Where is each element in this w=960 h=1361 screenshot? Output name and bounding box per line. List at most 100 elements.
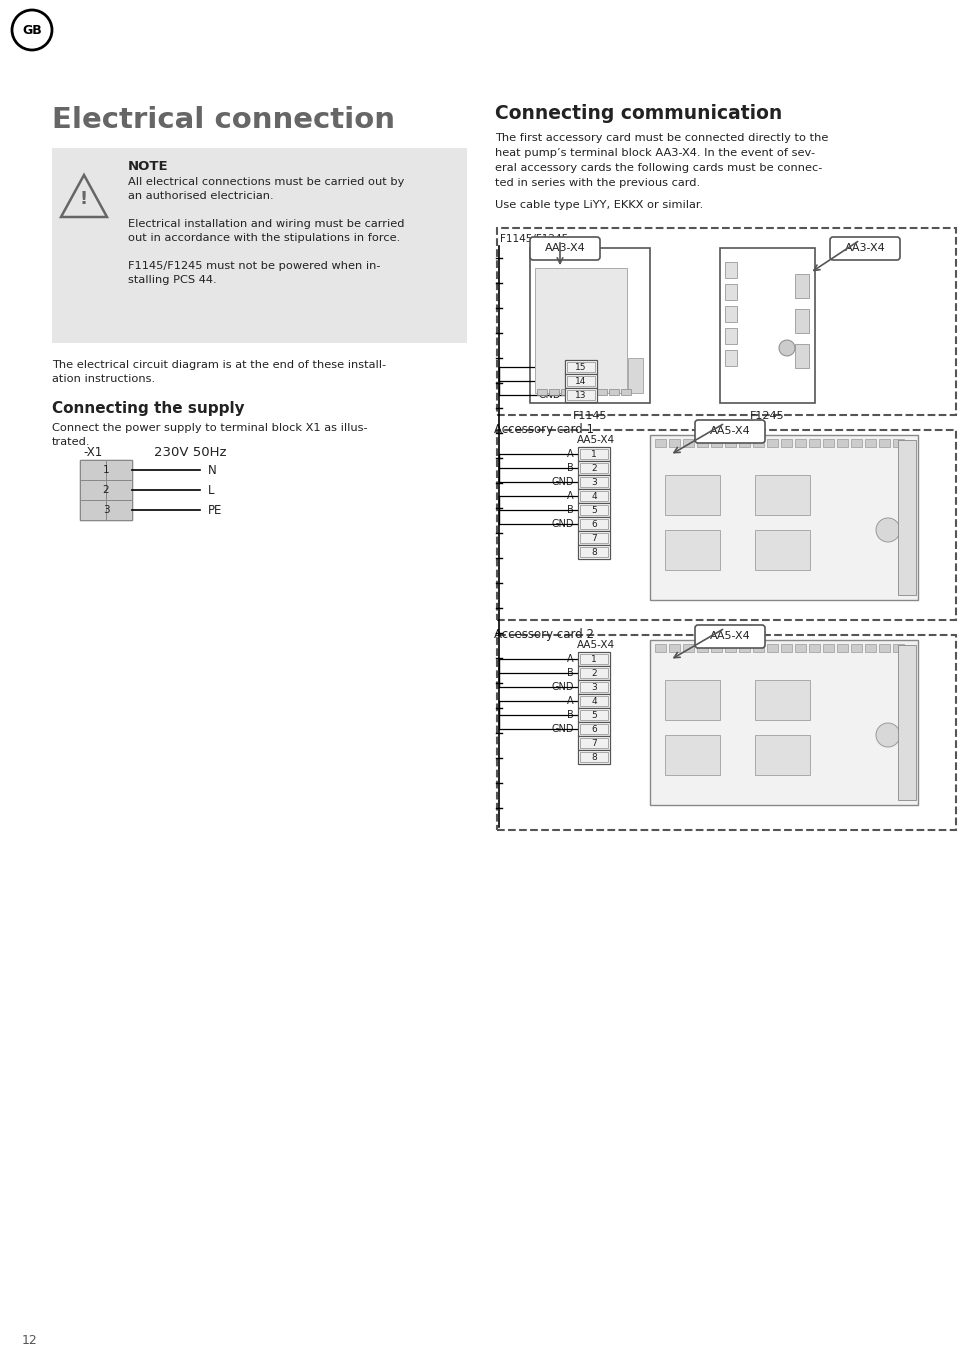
Text: GND: GND [551, 476, 574, 487]
Text: AA3-X4: AA3-X4 [562, 348, 600, 358]
Text: 8: 8 [591, 547, 597, 557]
Bar [865, 644, 876, 652]
Bar [578, 504, 610, 517]
Text: 3: 3 [591, 478, 597, 486]
Text: 7: 7 [591, 534, 597, 543]
Text: 4: 4 [591, 697, 597, 705]
Text: ted in series with the previous card.: ted in series with the previous card. [495, 178, 700, 188]
Bar [665, 529, 720, 570]
Bar [823, 440, 834, 446]
Text: trated.: trated. [52, 437, 90, 446]
Text: GND: GND [539, 391, 561, 400]
Bar [52, 148, 467, 343]
Text: 1: 1 [591, 655, 597, 664]
Bar [837, 440, 848, 446]
Bar [879, 440, 890, 446]
Bar [665, 735, 720, 774]
Bar [795, 440, 806, 446]
Bar [537, 389, 547, 395]
Bar [578, 461, 610, 475]
Bar [809, 644, 820, 652]
Bar [851, 644, 862, 652]
Bar [580, 547, 608, 557]
Text: 4: 4 [591, 491, 597, 501]
Text: AA5-X4: AA5-X4 [577, 436, 615, 445]
Bar [80, 499, 106, 520]
Text: NOTE: NOTE [128, 159, 169, 173]
Bar [753, 440, 764, 446]
Bar [837, 644, 848, 652]
Bar [578, 475, 610, 489]
Bar [578, 750, 610, 764]
Text: out in accordance with the stipulations in force.: out in accordance with the stipulations … [128, 233, 400, 244]
Text: PE: PE [208, 504, 223, 517]
Text: 14: 14 [575, 377, 587, 385]
Bar [565, 374, 597, 388]
Bar [580, 449, 608, 459]
Bar [755, 475, 810, 514]
Bar [580, 476, 608, 487]
Bar [655, 440, 666, 446]
Bar [578, 708, 610, 721]
Bar [578, 446, 610, 461]
Bar [580, 668, 608, 678]
Text: Accessory card 2: Accessory card 2 [494, 627, 594, 641]
Text: 6: 6 [591, 724, 597, 734]
Text: B: B [554, 376, 561, 387]
Text: an authorised electrician.: an authorised electrician. [128, 191, 274, 201]
Text: Connecting the supply: Connecting the supply [52, 400, 245, 415]
Bar [561, 389, 571, 395]
Text: 8: 8 [591, 753, 597, 762]
Bar [795, 644, 806, 652]
Bar [669, 644, 680, 652]
Bar [580, 463, 608, 474]
Bar [795, 344, 809, 367]
Bar [578, 694, 610, 708]
Text: The first accessory card must be connected directly to the: The first accessory card must be connect… [495, 133, 828, 143]
Text: !: ! [80, 191, 88, 208]
Bar [711, 440, 722, 446]
Text: L: L [208, 483, 214, 497]
Bar [753, 644, 764, 652]
Text: A: A [567, 695, 574, 706]
Text: F1145: F1145 [573, 411, 608, 421]
Text: The electrical circuit diagram is at the end of these install-: The electrical circuit diagram is at the… [52, 361, 386, 370]
Text: Electrical installation and wiring must be carried: Electrical installation and wiring must … [128, 219, 404, 229]
Bar [580, 753, 608, 762]
Bar [725, 328, 737, 344]
Bar [898, 440, 916, 595]
Text: eral accessory cards the following cards must be connec-: eral accessory cards the following cards… [495, 163, 823, 173]
Text: ation instructions.: ation instructions. [52, 374, 156, 384]
Bar [580, 519, 608, 529]
Bar [755, 529, 810, 570]
Bar [549, 389, 559, 395]
Text: 7: 7 [591, 739, 597, 747]
Bar [739, 644, 750, 652]
Bar [578, 721, 610, 736]
FancyBboxPatch shape [695, 421, 765, 442]
Circle shape [876, 519, 900, 542]
Text: Connect the power supply to terminal block X1 as illus-: Connect the power supply to terminal blo… [52, 423, 368, 433]
Text: AA5-X4: AA5-X4 [709, 632, 751, 641]
Bar [578, 517, 610, 531]
Bar [497, 430, 956, 621]
Circle shape [876, 723, 900, 747]
Text: 230V 50Hz: 230V 50Hz [154, 445, 227, 459]
Text: 12: 12 [22, 1334, 37, 1346]
Bar [725, 306, 737, 323]
Bar [697, 440, 708, 446]
Text: 5: 5 [591, 505, 597, 514]
Text: N: N [208, 464, 217, 476]
Bar [621, 389, 631, 395]
Bar [597, 389, 607, 395]
Text: B: B [567, 505, 574, 514]
Text: heat pump’s terminal block AA3-X4. In the event of sev-: heat pump’s terminal block AA3-X4. In th… [495, 148, 815, 158]
Text: GB: GB [22, 23, 42, 37]
Circle shape [779, 340, 795, 357]
Bar [683, 644, 694, 652]
Bar [795, 309, 809, 333]
Text: 5: 5 [591, 710, 597, 720]
Bar [578, 736, 610, 750]
Text: Connecting communication: Connecting communication [495, 103, 782, 122]
Bar [497, 229, 956, 415]
